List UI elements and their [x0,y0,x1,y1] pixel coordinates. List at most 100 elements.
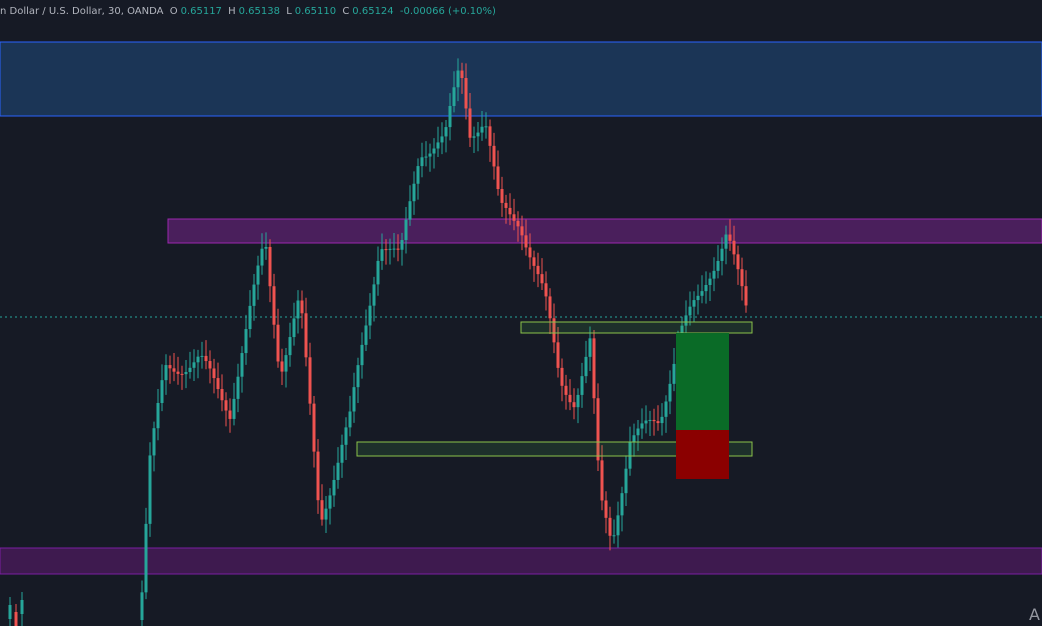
candle [512,214,516,221]
candle [412,183,416,202]
candle [580,376,584,395]
candle [724,234,728,249]
candle [468,108,472,138]
candle [620,493,624,516]
candle [272,286,276,325]
candle [320,500,324,520]
candle [20,600,24,614]
candle [668,383,672,402]
entry-zone [520,321,753,334]
candle [704,285,708,292]
candle [204,355,208,362]
candle [636,428,640,436]
candle [576,394,580,408]
candle [660,416,664,424]
candle [532,257,536,266]
candle [744,286,748,306]
candle [664,401,668,417]
candle [464,78,468,109]
candles [8,58,748,626]
high-label: H [228,6,236,17]
candle [456,70,460,88]
candle [564,385,568,395]
high-value: 0.65138 [238,6,280,17]
candle [728,234,732,241]
candle [220,389,224,401]
candle [692,300,696,307]
candle [168,365,172,369]
candle [400,240,404,250]
target-zone [356,441,753,457]
candle [596,398,600,461]
candle [188,367,192,373]
candle [560,367,564,386]
candle [516,220,520,227]
candle [264,246,268,249]
candle [224,400,228,411]
candle [608,517,612,536]
candle [460,70,464,79]
candle [716,260,720,271]
candle [452,87,456,107]
candle [472,136,476,138]
candle [616,515,620,536]
candle [504,202,508,208]
profit-area [676,333,729,430]
candle [160,380,164,404]
candle [524,235,528,248]
candle [364,325,368,345]
candle [176,371,180,374]
candle [212,368,216,379]
candle [476,132,480,137]
candle [656,421,660,424]
candle [544,283,548,297]
candle [688,306,692,316]
candle [368,305,372,326]
candle [440,136,444,143]
candle [624,468,628,494]
candle [244,329,248,354]
candle [436,142,440,149]
candle [644,420,648,424]
candle [376,260,380,285]
low-value: 0.65110 [294,6,337,17]
candle [732,240,736,255]
candle [360,344,364,366]
candle [344,427,348,445]
open-label: O [169,6,178,17]
candle [180,373,184,375]
candle [540,274,544,284]
candle [232,398,236,419]
candle [260,248,264,266]
candle [328,495,332,509]
candle [216,378,220,390]
candle [520,226,524,236]
candle [200,355,204,357]
candle [380,249,384,261]
supply-zone [0,41,1042,117]
candle [156,403,160,429]
candle [300,300,304,314]
symbol-legend: n Dollar / U.S. Dollar, 30, OANDA O 0.651… [0,6,499,17]
resistance-zone [167,218,1042,244]
candle [712,270,716,279]
candle [652,419,656,422]
symbol-title: n Dollar / U.S. Dollar, 30, OANDA [0,6,164,17]
candle [144,523,148,593]
candle [448,106,452,128]
candle [396,248,400,250]
candle [172,368,176,372]
candle [420,157,424,167]
candle [14,612,18,626]
candle [280,361,284,372]
candle [708,278,712,286]
candle [572,402,576,408]
candle [408,201,412,220]
candle [192,362,196,368]
candle [248,305,252,330]
candle [288,337,292,356]
candle [152,428,156,456]
candle [8,605,12,619]
